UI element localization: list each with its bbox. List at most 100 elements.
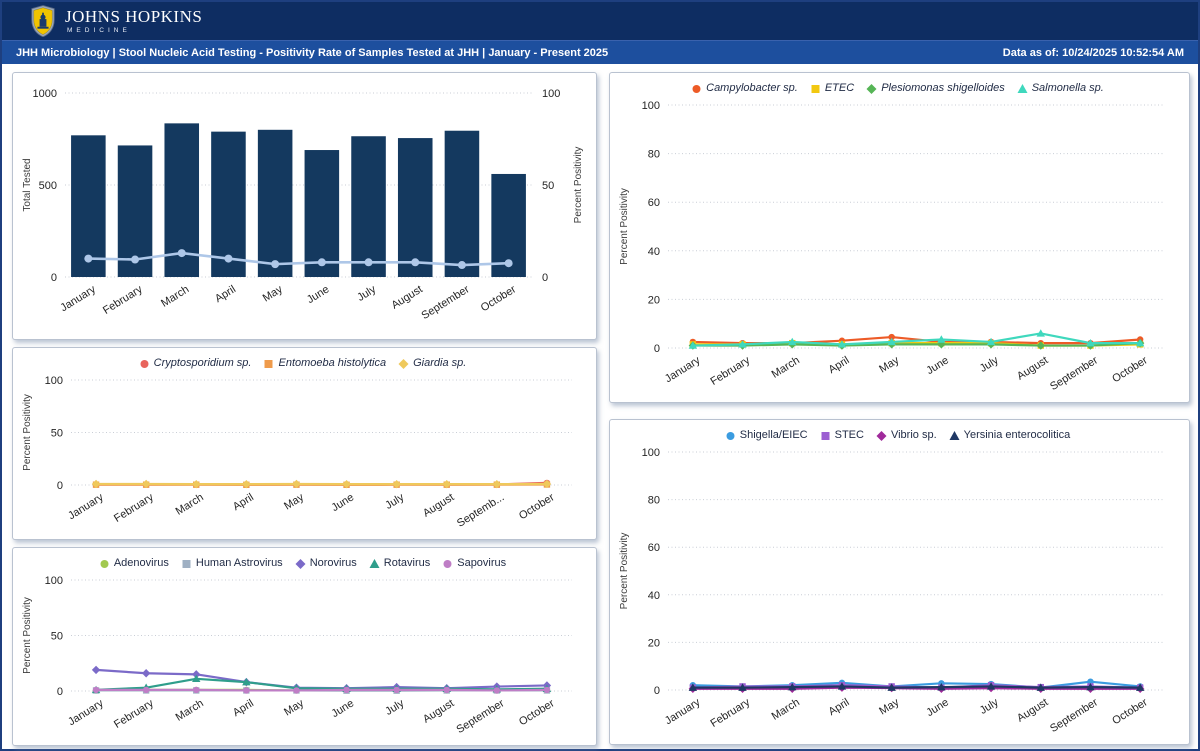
bacteria-panel-2-plot[interactable]: 0 20 40 60 80 100 Percent Positivity January Feb… [614, 444, 1181, 742]
dashboard-body: 0 500 1000 0 50 100 Total Tested Percent Positi… [2, 64, 1198, 746]
shield-icon [31, 5, 55, 37]
svg-text:50: 50 [51, 428, 63, 440]
legend-item-adenovirus[interactable]: Adenovirus [99, 557, 169, 569]
series-giardia-sp-[interactable] [91, 479, 552, 489]
legend-item-sapovirus[interactable]: Sapovirus [442, 557, 506, 569]
legend-label: Yersinia enterocolitica [963, 429, 1071, 441]
legend-label: ETEC [824, 82, 855, 94]
svg-text:February: February [112, 491, 156, 525]
parasite-legend: Cryptosporidium sp. Entomoeba histolytica… [17, 354, 588, 372]
svg-text:February: February [708, 696, 752, 730]
svg-text:April: April [231, 697, 256, 719]
x-axis-labels: January February March April May June July Augu… [66, 697, 557, 736]
legend-item-yersinia-enterocolitica[interactable]: Yersinia enterocolitica [949, 429, 1071, 441]
legend-label: Salmonella sp. [1031, 82, 1104, 94]
legend-item-campylobacter-sp-[interactable]: Campylobacter sp. [691, 82, 798, 94]
svg-text:100: 100 [45, 375, 63, 387]
legend-item-entomoeba-histolytica[interactable]: Entomoeba histolytica [263, 357, 386, 369]
triangle-marker-icon [369, 558, 380, 568]
legend-label: Norovirus [309, 557, 357, 569]
square-marker-icon [821, 431, 830, 440]
svg-text:0: 0 [57, 686, 63, 698]
svg-text:July: July [978, 696, 1001, 717]
legend-label: Cryptosporidium sp. [153, 357, 252, 369]
bacteria-panel-1-plot[interactable]: 0 20 40 60 80 100 Percent Positivity January Feb… [614, 97, 1181, 400]
circle-marker-icon [140, 359, 149, 368]
svg-text:0: 0 [57, 480, 63, 492]
series-percent-positivity[interactable] [84, 249, 513, 270]
svg-text:April: April [827, 354, 852, 376]
svg-text:Percent Positivity: Percent Positivity [573, 147, 584, 224]
bars-total-tested[interactable] [71, 123, 526, 277]
bacteria-2-legend: Shigella/EIEC STEC Vibrio sp. Yersinia ente… [614, 426, 1181, 444]
axes: 0 20 40 60 80 100 Percent Positivity [619, 447, 1165, 697]
legend-label: Sapovirus [457, 557, 507, 569]
svg-text:Septemb...: Septemb... [455, 491, 506, 529]
brand-division: MEDICINE [67, 26, 131, 34]
legend-item-etec[interactable]: ETEC [810, 82, 854, 94]
svg-text:50: 50 [542, 180, 554, 192]
page-title: JHH Microbiology | Stool Nucleic Acid Te… [16, 46, 609, 59]
svg-text:June: June [305, 283, 332, 306]
svg-text:February: February [112, 697, 156, 731]
legend-item-rotavirus[interactable]: Rotavirus [369, 557, 430, 569]
legend-item-plesiomonas-shigelloides[interactable]: Plesiomonas shigelloides [866, 82, 1005, 94]
svg-text:40: 40 [648, 590, 660, 602]
svg-text:August: August [389, 283, 424, 311]
svg-text:May: May [261, 283, 285, 304]
svg-text:May: May [282, 491, 306, 512]
svg-text:June: June [330, 697, 357, 720]
legend-item-cryptosporidium-sp-[interactable]: Cryptosporidium sp. [139, 357, 252, 369]
svg-text:June: June [330, 491, 357, 514]
axes: 0 50 100 Percent Positivity [22, 375, 572, 492]
legend-item-salmonella-sp-[interactable]: Salmonella sp. [1017, 82, 1104, 94]
legend-item-stec[interactable]: STEC [820, 429, 864, 441]
virus-panel-plot[interactable]: 0 50 100 Percent Positivity January February M… [17, 572, 588, 743]
axes: 0 50 100 Percent Positivity [22, 575, 572, 698]
svg-text:20: 20 [648, 637, 660, 649]
legend-item-human-astrovirus[interactable]: Human Astrovirus [181, 557, 283, 569]
svg-text:80: 80 [648, 149, 660, 161]
svg-text:100: 100 [642, 447, 660, 459]
svg-text:Percent Positivity: Percent Positivity [22, 597, 33, 674]
bacteria-1-legend: Campylobacter sp. ETEC Plesiomonas shigell… [614, 79, 1181, 97]
svg-text:June: June [924, 354, 951, 377]
x-axis-labels: January February March April May June July Augu… [66, 491, 557, 530]
chart-card-total-tested: 0 500 1000 0 50 100 Total Tested Percent Positi… [12, 72, 597, 340]
title-bar: JHH Microbiology | Stool Nucleic Acid Te… [2, 40, 1198, 64]
legend-item-giardia-sp-[interactable]: Giardia sp. [398, 357, 466, 369]
square-marker-icon [811, 84, 820, 93]
svg-text:50: 50 [51, 631, 63, 643]
svg-text:80: 80 [648, 495, 660, 507]
svg-text:August: August [1015, 354, 1050, 382]
total-tested-combo-plot[interactable]: 0 500 1000 0 50 100 Total Tested Percent Positi… [17, 77, 588, 337]
diamond-marker-icon [876, 430, 887, 441]
svg-text:June: June [924, 696, 951, 719]
svg-text:September: September [1048, 354, 1100, 393]
axes: 0 20 40 60 80 100 Percent Positivity [619, 100, 1165, 355]
svg-text:May: May [282, 697, 306, 718]
parasite-panel-plot[interactable]: 0 50 100 Percent Positivity January February M… [17, 372, 588, 537]
svg-text:February: February [708, 354, 752, 388]
data-as-of-timestamp: Data as of: 10/24/2025 10:52:54 AM [1002, 46, 1184, 59]
svg-text:January: January [663, 354, 703, 385]
svg-text:August: August [421, 697, 456, 725]
header: JOHNS HOPKINS MEDICINE JHH Microbiology … [2, 2, 1198, 64]
svg-text:May: May [877, 696, 901, 717]
svg-text:March: March [770, 696, 802, 722]
legend-item-shigella-eiec[interactable]: Shigella/EIEC [725, 429, 808, 441]
series-sapovirus[interactable] [92, 686, 551, 694]
legend-item-norovirus[interactable]: Norovirus [295, 557, 357, 569]
legend-item-vibrio-sp-[interactable]: Vibrio sp. [876, 429, 937, 441]
series-salmonella-sp-[interactable] [688, 329, 1145, 349]
svg-text:20: 20 [648, 294, 660, 306]
series-yersinia-enterocolitica[interactable] [688, 682, 1145, 691]
svg-text:0: 0 [542, 272, 548, 284]
svg-text:60: 60 [648, 542, 660, 554]
svg-text:October: October [1110, 696, 1150, 727]
chart-card-viruses: Adenovirus Human Astrovirus Norovirus Rotav… [12, 547, 597, 746]
diamond-marker-icon [398, 358, 409, 369]
right-column: Campylobacter sp. ETEC Plesiomonas shigell… [608, 72, 1190, 746]
svg-text:August: August [421, 491, 456, 519]
svg-text:March: March [174, 491, 206, 517]
